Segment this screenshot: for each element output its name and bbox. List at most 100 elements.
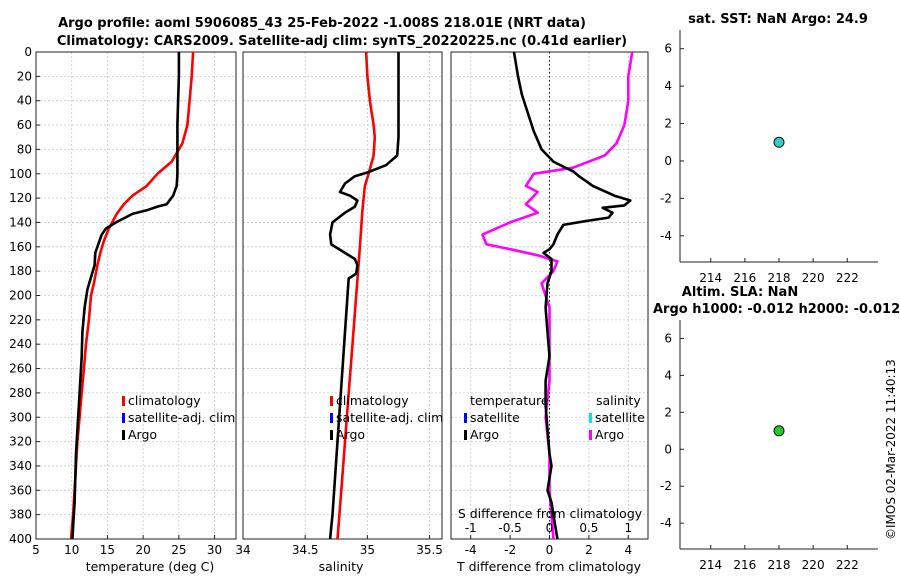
figure-title-line2: Climatology: CARS2009. Satellite-adj cli… (57, 34, 627, 49)
y-tick-label: 80 (17, 142, 32, 156)
x-tick-label: 35 (360, 543, 375, 557)
sla-x-tick-label: 218 (768, 558, 791, 572)
sst-y-tick-label: 2 (664, 117, 672, 131)
x-tick-label: 15 (100, 543, 115, 557)
temperature-difference-line (512, 51, 632, 540)
diff-legend-s-argo-label: Argo (595, 427, 624, 442)
top-tick-label: -1 (465, 521, 477, 535)
diff-legend-t-argo-swatch (464, 430, 467, 440)
sla-point (773, 425, 785, 437)
sla-y-tick-label: 2 (664, 405, 672, 419)
sst-y-tick-label: -4 (660, 229, 672, 243)
y-tick-label: 140 (9, 215, 32, 229)
sla-y-tick-label: 4 (664, 368, 672, 382)
diff-legend-salinity-header: salinity (596, 393, 641, 408)
sla-y-tick-label: 6 (664, 331, 672, 345)
sla-x-tick-label: 214 (699, 558, 722, 572)
salinity-legend-0-label: climatology (336, 393, 409, 408)
y-tick-label: 280 (9, 386, 32, 400)
x-tick-label: 25 (171, 543, 186, 557)
diff-legend-t-satellite-label: satellite (470, 410, 520, 425)
temperature-legend-0-swatch (122, 396, 125, 406)
temperature-legend-1-swatch (122, 413, 125, 423)
x-tick-label: 30 (207, 543, 222, 557)
y-tick-label: 220 (9, 313, 32, 327)
top-tick-label: 0.5 (579, 521, 598, 535)
diff-legend-s-satellite-swatch (589, 413, 592, 423)
diff-legend-s-argo-swatch (589, 430, 592, 440)
top-tick-label: -0.5 (498, 521, 521, 535)
sst-x-tick-label: 214 (699, 271, 722, 285)
salinity-legend-2-swatch (330, 430, 333, 440)
x-tick-label: -2 (504, 543, 516, 557)
salinity-panel: 34 34.5 35 35.5 climatology satellite-adj. cl… (235, 51, 443, 557)
x-tick-label: 4 (624, 543, 632, 557)
x-tick-label: 0 (546, 543, 554, 557)
diff-legend-t-satellite-swatch (464, 413, 467, 423)
sla-title: Altim. SLA: NaN (682, 285, 798, 300)
difference-xlabel-top: S difference from climatology (458, 506, 643, 521)
salinity-xlabel: salinity (319, 559, 364, 574)
sst-x-tick-label: 218 (768, 271, 791, 285)
top-tick-label: 1 (624, 521, 632, 535)
x-tick-label: 34.5 (292, 543, 319, 557)
y-tick-label: 340 (9, 459, 32, 473)
sla-x-tick-label: 216 (733, 558, 756, 572)
sst-x-tick-label: 216 (733, 271, 756, 285)
sst-y-tick-label: 0 (664, 154, 672, 168)
temperature-legend-0-label: climatology (128, 393, 201, 408)
sst-panel: -4 -2 0 2 4 6 214 216 218 220 222 (660, 30, 878, 285)
sst-y-tick-label: 4 (664, 79, 672, 93)
x-tick-label: 10 (64, 543, 79, 557)
y-tick-label: 260 (9, 362, 32, 376)
difference-xlabel: T difference from climatology (456, 559, 642, 574)
y-tick-label: 200 (9, 289, 32, 303)
sla-panel: -4 -2 0 2 4 6 214 216 218 220 222 (660, 320, 878, 572)
y-tick-label: 400 (9, 532, 32, 546)
y-tick-label: 160 (9, 240, 32, 254)
sst-title: sat. SST: NaN Argo: 24.9 (688, 12, 868, 27)
salinity-legend-1-label: satellite-adj. clim (336, 410, 443, 425)
salinity-argo-line (328, 52, 400, 540)
salinity-legend-0-swatch (330, 396, 333, 406)
salinity-legend-2-label: Argo (336, 427, 365, 442)
x-tick-label: 20 (136, 543, 151, 557)
sla-subtitle: Argo h1000: -0.012 h2000: -0.012 (653, 302, 900, 317)
y-tick-label: 360 (9, 483, 32, 497)
top-tick-label: 0 (546, 521, 554, 535)
x-tick-label: 34 (235, 543, 250, 557)
y-tick-label: 20 (17, 69, 32, 83)
y-tick-label: 300 (9, 410, 32, 424)
y-tick-label: 40 (17, 94, 32, 108)
y-tick-label: 240 (9, 337, 32, 351)
sst-y-tick-label: -2 (660, 191, 672, 205)
sla-y-tick-label: -4 (660, 516, 672, 530)
x-tick-label: -4 (465, 543, 477, 557)
difference-panel: -4 -2 0 2 4 -1 -0.5 0 0.5 1 temperature salinity sat… (450, 51, 649, 557)
diff-legend-t-argo-label: Argo (470, 427, 499, 442)
y-tick-label: 380 (9, 508, 32, 522)
temperature-legend-1-label: satellite-adj. clim (128, 410, 235, 425)
sst-x-tick-label: 222 (836, 271, 859, 285)
salinity-difference-line (481, 51, 634, 540)
salinity-legend-1-swatch (330, 413, 333, 423)
salinity-climatology-line (336, 51, 377, 540)
imos-credit: ©IMOS 02-Mar-2022 11:40:13 (884, 359, 898, 540)
temperature-argo-line (71, 52, 181, 540)
y-tick-label: 180 (9, 264, 32, 278)
x-tick-label: 5 (32, 543, 40, 557)
diff-legend-temperature-header: temperature (470, 393, 549, 408)
y-tick-label: 100 (9, 167, 32, 181)
temperature-panel: 5 10 15 20 25 300 20 40 60 80 100 120 140 160 180 200 22… (9, 45, 237, 557)
sla-x-tick-label: 222 (836, 558, 859, 572)
sla-y-tick-label: -2 (660, 479, 672, 493)
sla-y-tick-label: 0 (664, 442, 672, 456)
y-tick-label: 320 (9, 435, 32, 449)
diff-legend-s-satellite-label: satellite (595, 410, 645, 425)
y-tick-label: 120 (9, 191, 32, 205)
sst-y-tick-label: 6 (664, 42, 672, 56)
y-tick-label: 60 (17, 118, 32, 132)
temperature-xlabel: temperature (deg C) (86, 559, 215, 574)
sla-x-tick-label: 220 (802, 558, 825, 572)
